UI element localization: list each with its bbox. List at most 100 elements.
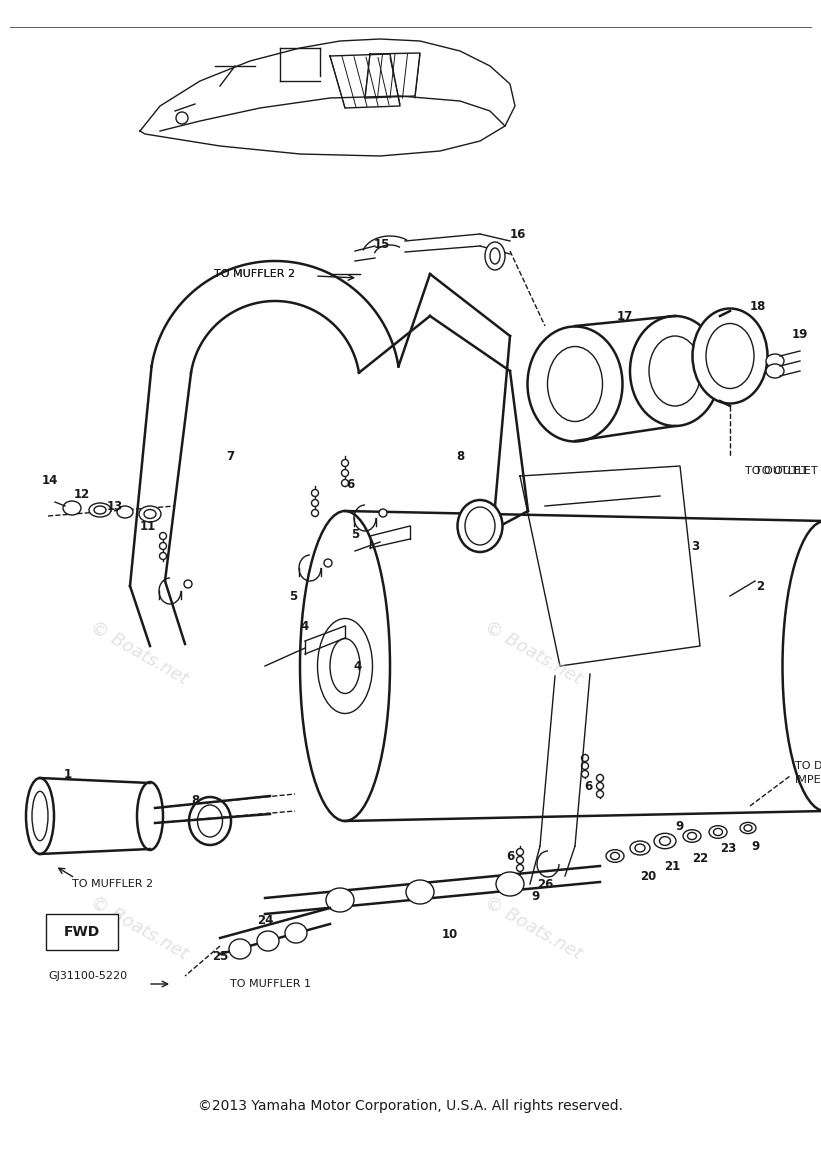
Text: © Boats.net: © Boats.net bbox=[88, 893, 191, 963]
Ellipse shape bbox=[117, 506, 133, 518]
Ellipse shape bbox=[342, 460, 348, 467]
Ellipse shape bbox=[766, 354, 784, 367]
Text: 11: 11 bbox=[140, 520, 156, 532]
Text: TO MUFFLER 2: TO MUFFLER 2 bbox=[72, 879, 154, 889]
Ellipse shape bbox=[581, 755, 589, 761]
Ellipse shape bbox=[465, 507, 495, 545]
Text: IMPELLER: IMPELLER bbox=[795, 775, 821, 785]
Ellipse shape bbox=[630, 841, 650, 855]
Text: 14: 14 bbox=[42, 475, 58, 487]
Text: 19: 19 bbox=[791, 327, 808, 341]
Ellipse shape bbox=[32, 791, 48, 841]
Ellipse shape bbox=[683, 829, 701, 842]
Text: 17: 17 bbox=[617, 310, 633, 323]
Text: 5: 5 bbox=[351, 528, 359, 540]
FancyBboxPatch shape bbox=[46, 914, 118, 950]
Ellipse shape bbox=[285, 923, 307, 943]
Text: 8: 8 bbox=[456, 449, 464, 462]
Text: 5: 5 bbox=[289, 590, 297, 602]
Text: TO MUFFLER 2: TO MUFFLER 2 bbox=[214, 270, 295, 279]
Ellipse shape bbox=[516, 849, 524, 856]
Ellipse shape bbox=[457, 500, 502, 552]
Ellipse shape bbox=[159, 553, 167, 560]
Text: 18: 18 bbox=[750, 300, 766, 312]
Ellipse shape bbox=[766, 364, 784, 378]
Ellipse shape bbox=[406, 880, 434, 904]
Text: 2: 2 bbox=[756, 579, 764, 592]
Text: 9: 9 bbox=[676, 819, 684, 833]
Ellipse shape bbox=[597, 790, 603, 797]
Ellipse shape bbox=[176, 112, 188, 124]
Text: © Boats.net: © Boats.net bbox=[482, 893, 585, 963]
Text: 4: 4 bbox=[300, 620, 310, 632]
Ellipse shape bbox=[189, 797, 231, 846]
Ellipse shape bbox=[300, 511, 390, 821]
Text: 13: 13 bbox=[107, 500, 123, 513]
Text: 21: 21 bbox=[664, 859, 680, 872]
Ellipse shape bbox=[597, 774, 603, 781]
Text: 26: 26 bbox=[537, 878, 553, 890]
Ellipse shape bbox=[548, 347, 603, 422]
Ellipse shape bbox=[63, 501, 81, 515]
Ellipse shape bbox=[330, 638, 360, 694]
Ellipse shape bbox=[706, 324, 754, 388]
Ellipse shape bbox=[26, 778, 54, 854]
Ellipse shape bbox=[324, 559, 332, 567]
Text: 4: 4 bbox=[354, 659, 362, 673]
Text: TO OUTLET: TO OUTLET bbox=[755, 467, 818, 476]
Ellipse shape bbox=[311, 490, 319, 497]
Text: 6: 6 bbox=[584, 780, 592, 793]
Ellipse shape bbox=[740, 823, 756, 834]
Ellipse shape bbox=[654, 833, 676, 849]
Ellipse shape bbox=[649, 336, 701, 406]
Ellipse shape bbox=[342, 470, 348, 477]
Text: FWD: FWD bbox=[64, 925, 100, 939]
Text: 3: 3 bbox=[691, 539, 699, 553]
Text: 1: 1 bbox=[64, 767, 72, 781]
Ellipse shape bbox=[516, 856, 524, 864]
Text: 20: 20 bbox=[640, 870, 656, 882]
Ellipse shape bbox=[89, 503, 111, 517]
Ellipse shape bbox=[581, 771, 589, 778]
Text: 15: 15 bbox=[374, 237, 390, 250]
Ellipse shape bbox=[342, 479, 348, 486]
Ellipse shape bbox=[581, 763, 589, 770]
Text: 6: 6 bbox=[506, 849, 514, 863]
Ellipse shape bbox=[485, 242, 505, 270]
Ellipse shape bbox=[630, 316, 720, 426]
Text: 10: 10 bbox=[442, 927, 458, 940]
Text: GJ31100-5220: GJ31100-5220 bbox=[48, 971, 127, 982]
Ellipse shape bbox=[184, 579, 192, 588]
Text: ©2013 Yamaha Motor Corporation, U.S.A. All rights reserved.: ©2013 Yamaha Motor Corporation, U.S.A. A… bbox=[198, 1099, 623, 1113]
Text: 9: 9 bbox=[531, 889, 539, 902]
Ellipse shape bbox=[326, 888, 354, 912]
Text: 24: 24 bbox=[257, 915, 273, 927]
Ellipse shape bbox=[496, 872, 524, 896]
Ellipse shape bbox=[229, 939, 251, 958]
Text: 7: 7 bbox=[226, 449, 234, 462]
Ellipse shape bbox=[516, 864, 524, 872]
Ellipse shape bbox=[139, 506, 161, 522]
Ellipse shape bbox=[159, 543, 167, 550]
Ellipse shape bbox=[159, 532, 167, 539]
Text: TO DUCT: TO DUCT bbox=[795, 761, 821, 771]
Text: TO OUTLET: TO OUTLET bbox=[745, 467, 808, 476]
Ellipse shape bbox=[379, 509, 387, 517]
Text: 22: 22 bbox=[692, 851, 709, 864]
Ellipse shape bbox=[709, 826, 727, 839]
Text: 8: 8 bbox=[190, 795, 200, 808]
Text: 25: 25 bbox=[212, 949, 228, 963]
Text: 16: 16 bbox=[510, 227, 526, 241]
Text: 6: 6 bbox=[346, 477, 354, 491]
Ellipse shape bbox=[692, 309, 768, 403]
Ellipse shape bbox=[528, 326, 622, 441]
Ellipse shape bbox=[311, 500, 319, 507]
Ellipse shape bbox=[198, 805, 222, 838]
Ellipse shape bbox=[606, 850, 624, 863]
Text: © Boats.net: © Boats.net bbox=[88, 617, 191, 688]
Text: 23: 23 bbox=[720, 841, 736, 855]
Text: TO MUFFLER 1: TO MUFFLER 1 bbox=[230, 979, 311, 990]
Text: 12: 12 bbox=[74, 487, 90, 500]
Ellipse shape bbox=[137, 782, 163, 850]
Text: TO MUFFLER 2: TO MUFFLER 2 bbox=[214, 270, 295, 279]
